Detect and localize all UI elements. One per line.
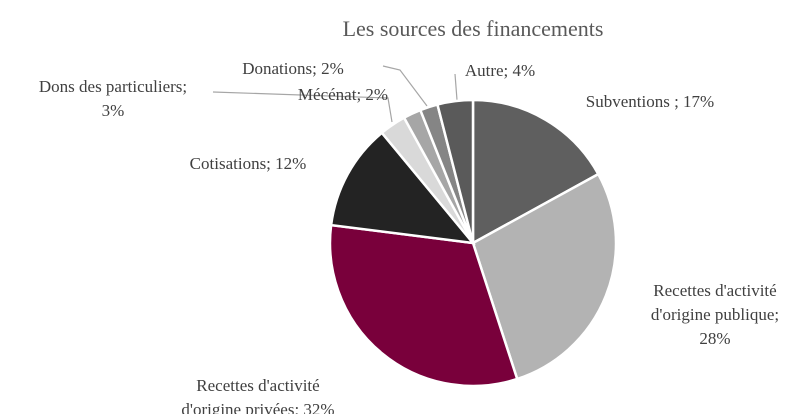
data-label: Dons des particuliers; 3% bbox=[39, 77, 187, 120]
data-label-line: Recettes d'activité bbox=[196, 376, 319, 395]
leader-line bbox=[382, 65, 428, 107]
data-label: Recettes d'activité d'origine publique; 28… bbox=[651, 281, 779, 348]
pie-slice bbox=[435, 98, 475, 244]
data-label-line: Recettes d'activité bbox=[653, 281, 776, 300]
chart-title: Les sources des financements bbox=[343, 16, 604, 41]
data-label-line: d'origine privées; 32% bbox=[181, 400, 334, 414]
pie-slice bbox=[471, 98, 601, 246]
data-label-line: Donations; 2% bbox=[242, 59, 344, 78]
data-label: Mécénat; 2% bbox=[298, 85, 388, 104]
data-label-line: Autre; 4% bbox=[465, 61, 535, 80]
data-label: Autre; 4% bbox=[465, 61, 535, 80]
data-label-line: Subventions ; 17% bbox=[586, 92, 714, 111]
data-label: Recettes d'activité d'origine privées; 32… bbox=[181, 376, 334, 414]
data-label-line: 3% bbox=[102, 101, 125, 120]
leader-line bbox=[454, 73, 458, 101]
data-label-line: Dons des particuliers; bbox=[39, 77, 187, 96]
data-label-line: Cotisations; 12% bbox=[190, 154, 307, 173]
data-label: Subventions ; 17% bbox=[586, 92, 714, 111]
data-label-line: Mécénat; 2% bbox=[298, 85, 388, 104]
pie-slice bbox=[328, 223, 519, 388]
data-label-line: d'origine publique; bbox=[651, 305, 779, 324]
pie-slice bbox=[329, 131, 476, 245]
data-label-line: 28% bbox=[699, 329, 730, 348]
data-label: Donations; 2% bbox=[242, 59, 344, 78]
data-label: Cotisations; 12% bbox=[190, 154, 307, 173]
pie-slice bbox=[471, 172, 618, 381]
leader-line bbox=[212, 91, 393, 123]
